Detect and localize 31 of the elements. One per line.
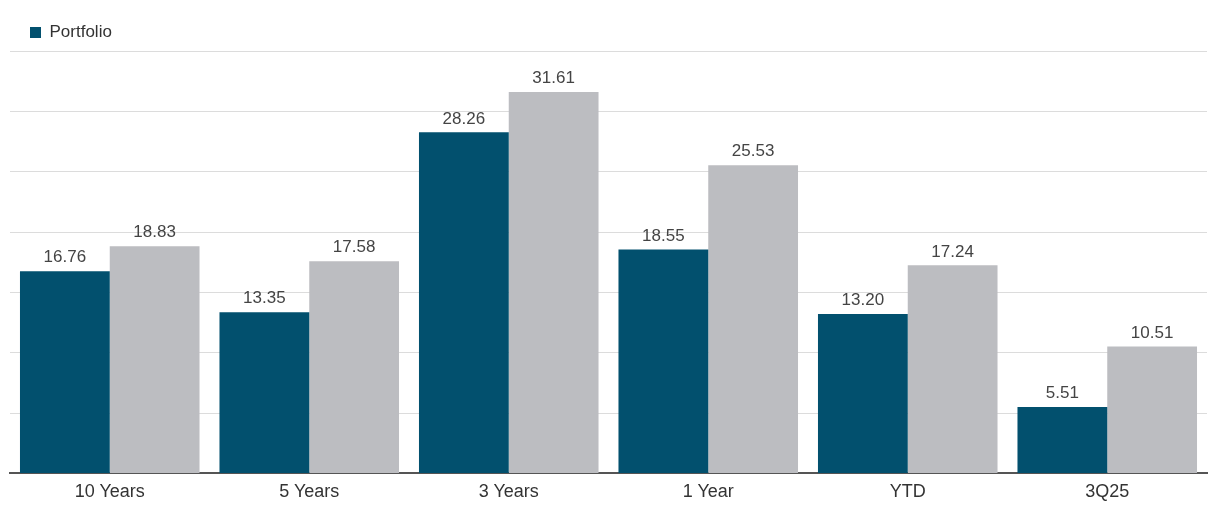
data-label: 13.35 <box>243 288 286 308</box>
bar <box>708 165 799 473</box>
data-label: 17.24 <box>931 241 974 261</box>
bar <box>19 271 110 473</box>
bar <box>418 132 509 473</box>
x-tick-label: 10 Years <box>74 481 145 502</box>
bar <box>508 91 599 473</box>
bar <box>109 246 200 473</box>
data-label: 13.20 <box>841 290 885 310</box>
bar <box>219 312 310 473</box>
data-label: 18.55 <box>642 225 685 245</box>
x-tick-label: YTD <box>889 481 926 502</box>
bar <box>1017 406 1108 473</box>
bar <box>1107 346 1198 473</box>
data-label: 31.61 <box>532 68 575 88</box>
data-label: 16.76 <box>43 247 87 267</box>
bar <box>618 249 709 473</box>
data-label: 10.51 <box>1130 322 1174 342</box>
data-label: 5.51 <box>1045 383 1079 403</box>
x-tick-label: 3 Years <box>478 481 539 502</box>
x-tick-label: 3Q25 <box>1085 481 1130 502</box>
x-tick-label: 1 Year <box>682 481 734 502</box>
bar <box>907 265 998 473</box>
data-label: 18.83 <box>133 222 176 242</box>
data-label: 28.26 <box>442 108 486 128</box>
bar <box>309 261 400 473</box>
x-tick-label: 5 Years <box>279 481 340 502</box>
bar <box>817 314 908 473</box>
data-label: 25.53 <box>731 141 775 161</box>
data-label: 17.58 <box>332 237 376 257</box>
legend-label: Portfolio <box>49 22 112 42</box>
